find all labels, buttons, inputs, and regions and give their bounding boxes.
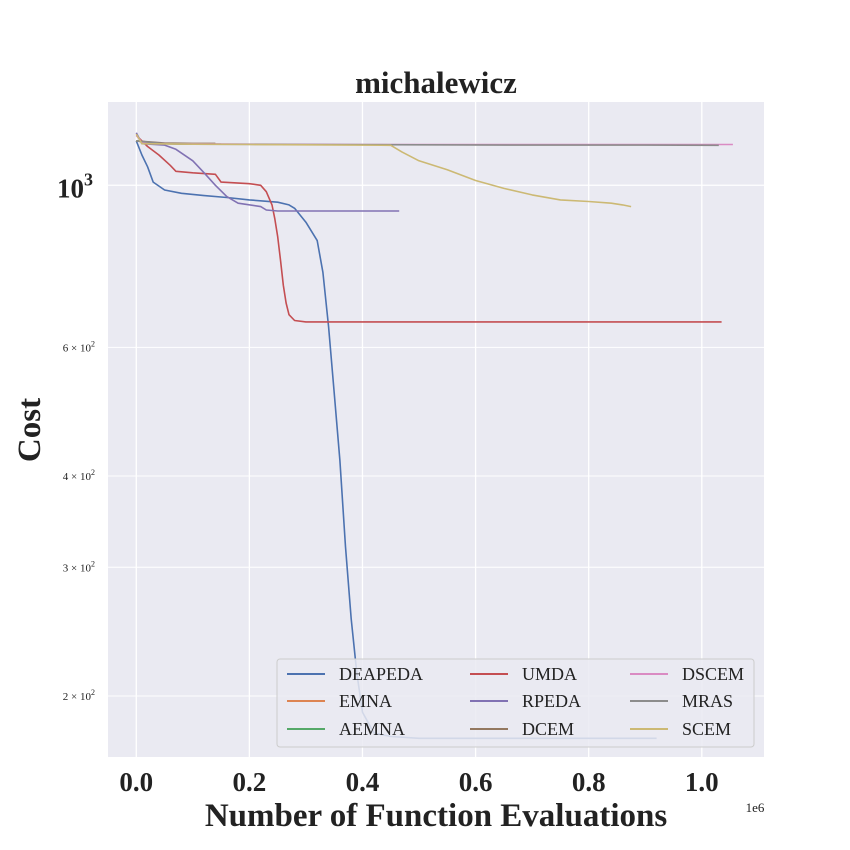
legend-label: SCEM	[682, 719, 731, 739]
series-line-scem	[135, 133, 632, 208]
legend-label: RPEDA	[522, 691, 581, 711]
legend-label: DCEM	[522, 719, 574, 739]
x-tick-label: 0.0	[119, 767, 153, 797]
y-axis-label: Cost	[12, 398, 48, 462]
y-tick-label: 103	[57, 169, 93, 203]
y-tick-label: 3 × 102	[63, 559, 95, 574]
series-line-rpeda	[135, 132, 400, 212]
chart-title: michalewicz	[355, 65, 517, 100]
x-tick-label: 0.4	[346, 767, 380, 797]
legend: DEAPEDA EMNA AEMNA UMDA RPEDA DCEM DSCEM MRAS SC…	[276, 658, 755, 748]
legend-label: DSCEM	[682, 664, 744, 684]
legend-label: MRAS	[682, 691, 733, 711]
x-tick-label: 0.2	[233, 767, 267, 797]
x-axis-ticks: 0.0 0.2 0.4 0.6 0.8 1.0	[119, 767, 718, 797]
x-tick-label: 0.8	[572, 767, 606, 797]
x-tick-label: 0.6	[459, 767, 493, 797]
series-line-umda	[135, 134, 722, 323]
legend-label: EMNA	[339, 691, 392, 711]
legend-label: DEAPEDA	[339, 664, 423, 684]
x-axis-multiplier: 1e6	[746, 800, 765, 815]
y-tick-label: 2 × 102	[63, 688, 95, 703]
y-tick-label: 4 × 102	[63, 468, 95, 483]
x-axis-label: Number of Function Evaluations	[205, 798, 668, 834]
legend-label: UMDA	[522, 664, 577, 684]
legend-label: AEMNA	[339, 719, 405, 739]
y-axis-ticks: 103 6 × 102 4 × 102 3 × 102 2 × 102	[57, 169, 95, 703]
plot-area	[108, 102, 764, 757]
x-tick-label: 1.0	[685, 767, 719, 797]
y-tick-label: 6 × 102	[63, 339, 95, 354]
legend-frame	[276, 658, 755, 748]
